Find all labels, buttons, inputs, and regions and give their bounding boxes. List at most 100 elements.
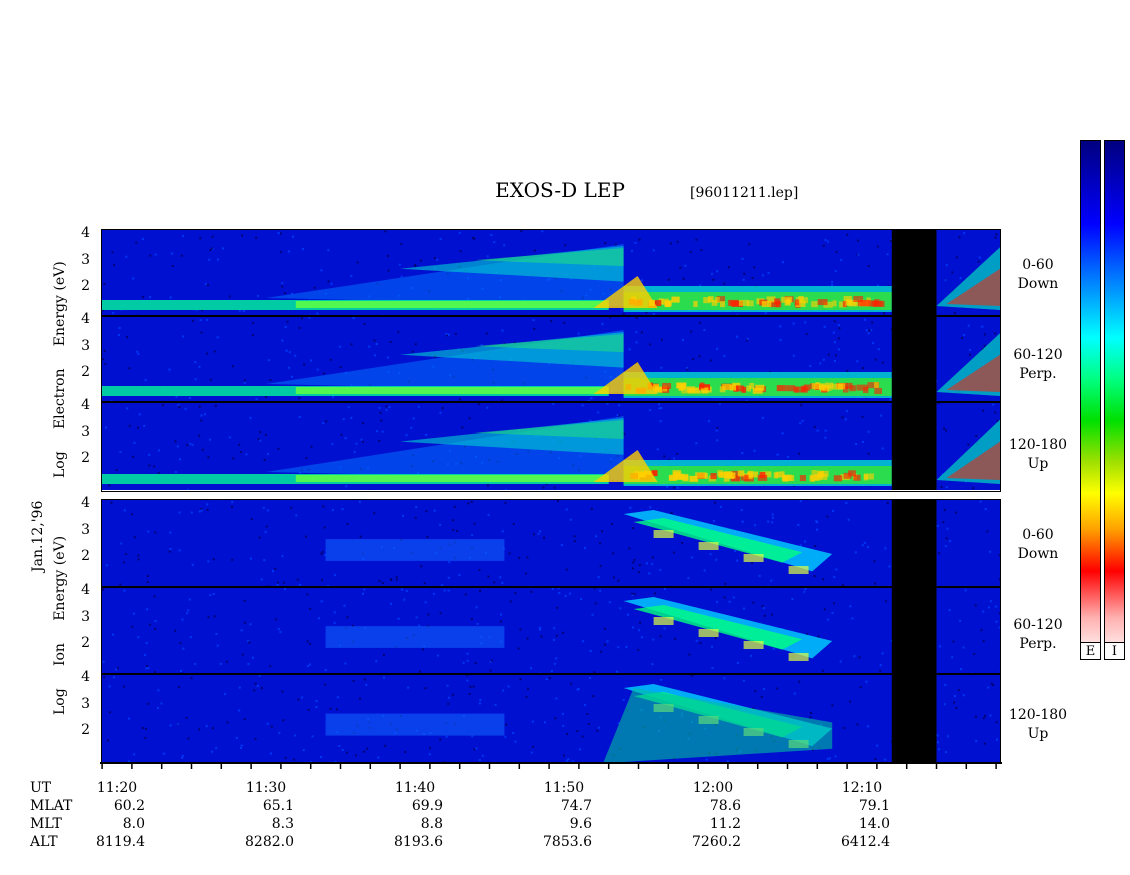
e-speckle — [620, 308, 623, 311]
e-speckle — [813, 425, 816, 428]
i-speckle — [617, 646, 620, 649]
i-speckle — [216, 644, 219, 647]
i-speckle — [944, 683, 947, 686]
i-speckle — [264, 531, 267, 534]
e-speckle — [872, 342, 875, 345]
x-axis-alt-value: 6412.4 — [841, 834, 890, 850]
x-axis-alt-value: 7260.2 — [692, 834, 741, 850]
e-speckle — [339, 366, 342, 369]
e-speckle — [381, 430, 384, 433]
colorbar-letter-i: I — [1104, 642, 1125, 660]
i-speckle — [479, 589, 482, 592]
i-speckle — [592, 695, 595, 698]
e-speckle — [505, 489, 508, 490]
e-speckle — [652, 313, 655, 316]
e-speckle — [378, 440, 381, 443]
e-speckle — [541, 230, 544, 233]
i-speckle — [320, 552, 323, 555]
i-speckle — [651, 556, 654, 559]
i-speckle — [631, 626, 634, 629]
e-speckle — [280, 232, 283, 235]
i-speckle — [770, 579, 773, 582]
i-speckle — [554, 717, 557, 720]
i-speckle — [936, 741, 939, 744]
e-speckle — [191, 443, 194, 446]
e-hot-blob — [848, 300, 859, 307]
e-speckle — [937, 402, 940, 405]
e-hot-blob — [796, 297, 808, 304]
e-speckle — [741, 452, 744, 455]
i-speckle — [816, 521, 819, 524]
i-speckle — [551, 587, 554, 590]
e-speckle — [741, 257, 744, 260]
i-speckle — [479, 699, 482, 702]
e-speckle — [500, 399, 503, 402]
e-hot-blob — [811, 383, 824, 390]
e-speckle — [776, 453, 779, 456]
electron-colorbar — [1080, 140, 1101, 660]
e-speckle — [889, 398, 892, 401]
e-speckle — [589, 419, 592, 422]
e-speckle — [827, 353, 830, 356]
i-speckle — [711, 645, 714, 648]
e-speckle — [264, 433, 267, 436]
e-speckle — [398, 263, 401, 266]
i-speckle — [514, 740, 517, 743]
e-speckle — [281, 339, 284, 342]
e-speckle — [112, 311, 115, 314]
i-speckle — [162, 752, 165, 755]
e-speckle — [686, 367, 689, 370]
e-speckle — [405, 434, 408, 437]
i-streak-peak — [653, 530, 674, 538]
i-speckle — [119, 583, 122, 586]
e-speckle — [486, 406, 489, 409]
i-speckle — [709, 553, 712, 556]
e-speckle — [213, 350, 216, 353]
i-speckle — [504, 501, 507, 504]
e-speckle — [486, 484, 489, 487]
i-speckle — [363, 678, 366, 681]
e-speckle — [718, 402, 721, 405]
e-speckle — [844, 418, 847, 421]
e-speckle — [268, 359, 271, 362]
i-speckle — [886, 502, 889, 505]
i-speckle — [809, 716, 812, 719]
e-speckle — [857, 253, 860, 256]
e-speckle — [344, 437, 347, 440]
e-speckle — [669, 242, 672, 245]
i-speckle — [467, 502, 470, 505]
i-speckle — [395, 578, 398, 581]
i-speckle — [995, 605, 998, 608]
ion-spectrogram — [102, 500, 1000, 762]
e-spike-2 — [593, 450, 658, 482]
e-speckle — [532, 319, 535, 322]
e-aftergap-hot-0 — [946, 268, 1000, 306]
electron-spectrogram-svg — [102, 230, 1000, 490]
i-speckle — [131, 625, 134, 628]
e-speckle — [187, 489, 190, 490]
i-speckle — [749, 654, 752, 657]
i-speckle — [884, 758, 887, 761]
e-spike-1 — [593, 362, 658, 394]
e-speckle — [232, 365, 235, 368]
i-speckle — [743, 607, 746, 610]
e-speckle — [838, 327, 841, 330]
i-speckle — [200, 509, 203, 512]
i-speckle — [341, 748, 344, 751]
i-speckle — [315, 705, 318, 708]
e-speckle — [945, 264, 948, 267]
e-wedge-green-1 — [474, 334, 624, 353]
i-speckle — [247, 662, 250, 665]
i-speckle — [102, 588, 105, 591]
i-speckle — [962, 694, 965, 697]
i-speckle — [190, 511, 193, 514]
e-speckle — [679, 266, 682, 269]
i-speckle — [518, 556, 521, 559]
i-speckle — [888, 565, 891, 568]
i-speckle — [247, 639, 250, 642]
i-speckle — [278, 731, 281, 734]
i-speckle — [571, 760, 574, 762]
e-speckle — [831, 280, 834, 283]
e-speckle — [149, 296, 152, 299]
i-speckle — [319, 755, 322, 758]
